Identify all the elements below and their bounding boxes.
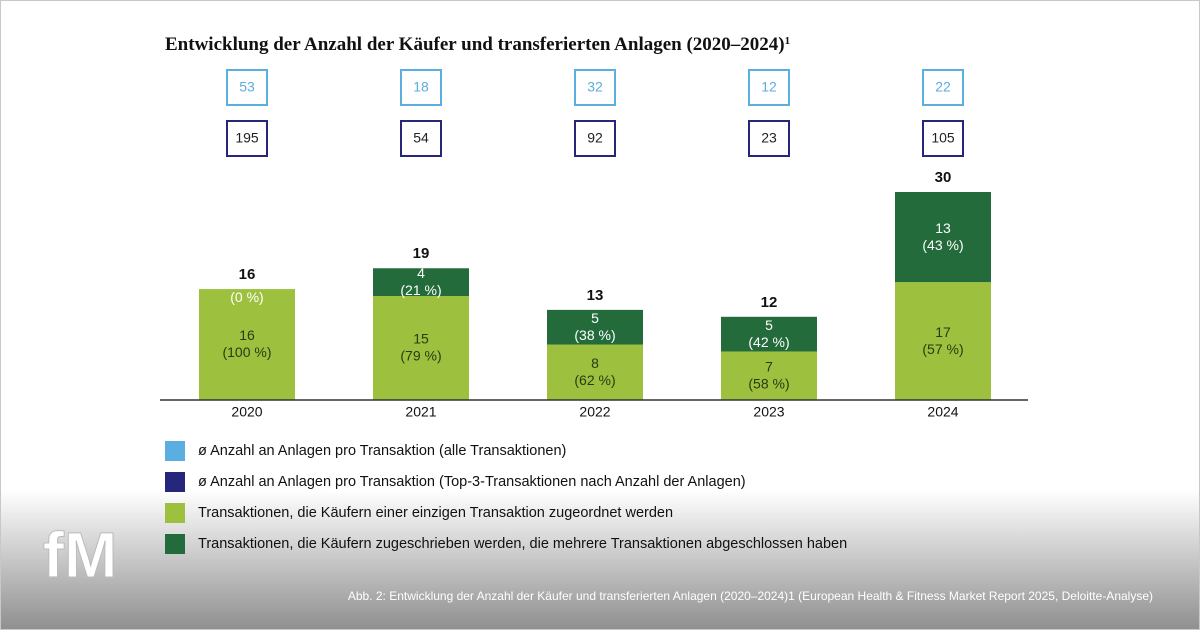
value-box	[226, 120, 268, 157]
value-label: 17	[935, 324, 951, 340]
box-value: 32	[587, 79, 603, 95]
value-box	[922, 69, 964, 106]
x-tick-label: 2022	[579, 404, 610, 420]
legend-label: ø Anzahl an Anlagen pro Transaktion (all…	[198, 443, 566, 459]
logo: fM	[43, 519, 118, 591]
value-label: 8	[591, 355, 599, 371]
box-value: 92	[587, 130, 603, 146]
legend-label: ø Anzahl an Anlagen pro Transaktion (Top…	[198, 474, 746, 490]
value-box	[574, 120, 616, 157]
total-label: 12	[761, 294, 778, 311]
legend-swatch	[165, 503, 185, 523]
x-tick-label: 2023	[753, 404, 784, 420]
chart-title: Entwicklung der Anzahl der Käufer und tr…	[165, 34, 790, 55]
box-value: 18	[413, 79, 429, 95]
share-label: (21 %)	[400, 282, 441, 298]
share-label: (79 %)	[400, 348, 441, 364]
value-label: 4	[417, 265, 425, 281]
bar-segment	[895, 192, 991, 283]
total-label: 16	[239, 266, 256, 283]
total-label: 19	[413, 245, 430, 262]
box-value: 53	[239, 79, 255, 95]
share-label: (42 %)	[748, 334, 789, 350]
legend-label: Transaktionen, die Käufern zugeschrieben…	[198, 536, 847, 552]
value-label: 7	[765, 358, 773, 374]
value-box	[922, 120, 964, 157]
value-label: 0	[243, 272, 251, 288]
value-box	[400, 69, 442, 106]
value-label: 16	[239, 327, 255, 343]
share-label: (43 %)	[922, 237, 963, 253]
box-value: 105	[931, 130, 955, 146]
total-label: 30	[935, 169, 952, 186]
share-label: (62 %)	[574, 372, 615, 388]
bar-segment	[199, 289, 295, 400]
bar-segment	[547, 344, 643, 400]
value-label: 5	[765, 317, 773, 333]
share-label: (58 %)	[748, 375, 789, 391]
bar-segment	[373, 296, 469, 400]
caption: Abb. 2: Entwicklung der Anzahl der Käufe…	[348, 589, 1153, 603]
box-value: 22	[935, 79, 951, 95]
box-value: 23	[761, 130, 777, 146]
total-label: 13	[587, 287, 604, 304]
share-label: (0 %)	[230, 289, 263, 305]
legend-swatch	[165, 472, 185, 492]
share-label: (57 %)	[922, 341, 963, 357]
bar-segment	[547, 309, 643, 345]
value-box	[400, 120, 442, 157]
value-box	[748, 69, 790, 106]
title-footnote: 1	[785, 35, 791, 47]
box-value: 12	[761, 79, 777, 95]
x-tick-label: 2024	[927, 404, 958, 420]
value-box	[574, 69, 616, 106]
bar-segment	[721, 351, 817, 400]
bar-segment	[373, 268, 469, 296]
legend-swatch	[165, 441, 185, 461]
value-label: 13	[935, 220, 951, 236]
box-value: 54	[413, 130, 429, 146]
value-box	[748, 120, 790, 157]
footer-fade	[0, 490, 1200, 630]
x-tick-label: 2021	[405, 404, 436, 420]
share-label: (38 %)	[574, 327, 615, 343]
box-value: 195	[235, 130, 259, 146]
value-label: 5	[591, 310, 599, 326]
share-label: (100 %)	[222, 344, 271, 360]
legend-swatch	[165, 534, 185, 554]
value-label: 15	[413, 331, 429, 347]
legend-label: Transaktionen, die Käufern einer einzige…	[198, 505, 673, 521]
x-tick-label: 2020	[231, 404, 262, 420]
bar-segment	[721, 316, 817, 352]
bar-segment	[895, 282, 991, 400]
value-box	[226, 69, 268, 106]
title-text: Entwicklung der Anzahl der Käufer und tr…	[165, 34, 785, 55]
